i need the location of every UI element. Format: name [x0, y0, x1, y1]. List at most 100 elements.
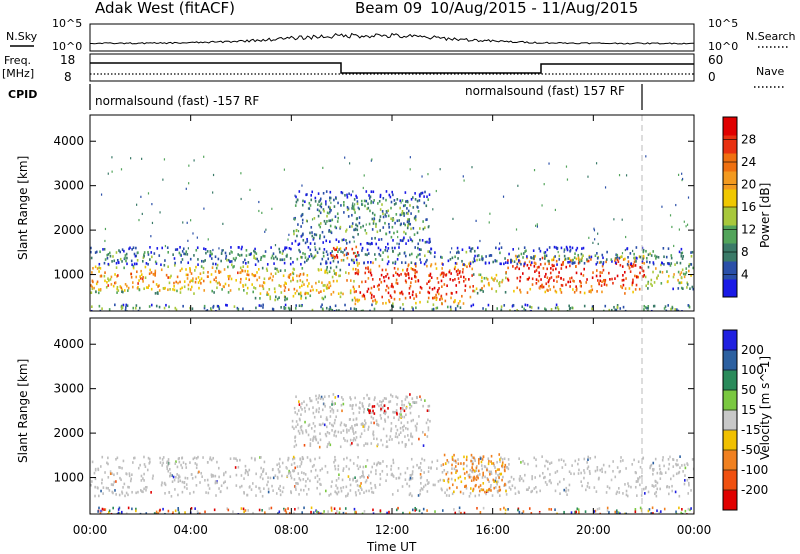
power-cell [428, 237, 431, 241]
velocity-cell [463, 511, 466, 514]
power-cell [282, 249, 284, 253]
velocity-cell [496, 482, 498, 486]
power-cell [274, 272, 277, 275]
velocity-cell [167, 458, 170, 461]
velocity-cell [169, 467, 171, 471]
velocity-cell [323, 395, 326, 399]
power-cell [356, 261, 358, 265]
power-cell [330, 231, 333, 235]
power-cell [121, 290, 123, 294]
power-cell [322, 166, 324, 169]
power-cell [676, 308, 678, 311]
velocity-cell [184, 511, 186, 514]
power-cell [550, 276, 553, 279]
velocity-cell [649, 464, 652, 468]
power-cell [131, 285, 134, 289]
velocity-cell [635, 480, 638, 483]
velocity-cell [117, 511, 120, 514]
power-cell [547, 259, 549, 263]
velocity-cell [571, 464, 573, 467]
velocity-cell [586, 485, 589, 488]
power-cell [424, 226, 426, 230]
power-cell [354, 272, 357, 275]
power-cell [599, 279, 602, 283]
power-cell [419, 258, 422, 261]
power-cell [557, 275, 560, 278]
velocity-cell [521, 512, 524, 514]
power-cell [364, 280, 367, 283]
power-cell [281, 252, 284, 255]
power-cell [240, 253, 243, 257]
power-cell [318, 291, 320, 294]
power-cell [440, 296, 442, 299]
power-cell [364, 271, 367, 275]
velocity-cell [170, 494, 173, 498]
velocity-cell [546, 483, 548, 486]
velocity-cell [472, 487, 475, 491]
power-cell [631, 281, 634, 285]
power-cell [374, 298, 377, 302]
velocity-cell [319, 438, 322, 442]
power-cell [681, 177, 684, 181]
power-cell [385, 198, 387, 202]
power-cell [442, 263, 444, 266]
power-cell [625, 277, 627, 280]
velocity-cell [318, 445, 321, 449]
velocity-cell [209, 457, 211, 461]
velocity-cell [264, 511, 266, 514]
velocity-cell [420, 481, 422, 485]
power-cell [296, 234, 298, 238]
power-cell [499, 251, 501, 255]
power-cell [357, 268, 359, 272]
power-cell [329, 240, 331, 244]
velocity-cell [618, 487, 620, 490]
power-cell [349, 225, 351, 229]
velocity-cell [556, 469, 559, 473]
power-cell [305, 193, 307, 197]
power-cell [635, 260, 637, 263]
power-cell [212, 262, 214, 266]
colorbar-swatch [723, 370, 737, 391]
velocity-cell [370, 421, 373, 425]
velocity-cell [489, 473, 491, 476]
power-cell [292, 294, 295, 298]
velocity-cell [531, 489, 534, 493]
velocity-cell [310, 427, 313, 430]
power-cell [328, 270, 331, 273]
power-cell [284, 281, 286, 285]
velocity-cell [204, 478, 206, 482]
power-cell [132, 246, 135, 250]
power-cell [427, 198, 430, 201]
power-cell [349, 162, 351, 165]
power-cell [309, 289, 312, 293]
power-cell [569, 277, 571, 280]
velocity-cell [411, 435, 414, 439]
power-cell [164, 259, 166, 262]
velocity-cell [317, 401, 319, 404]
power-cell [305, 296, 307, 300]
velocity-cell [356, 484, 359, 487]
power-cell [482, 307, 484, 310]
power-cell [614, 257, 617, 261]
power-cell [514, 309, 516, 311]
power-cell [145, 262, 148, 265]
velocity-cell [182, 461, 185, 464]
velocity-cell [328, 441, 331, 444]
velocity-cell [687, 492, 690, 495]
power-cell [162, 287, 165, 290]
power-cell [652, 261, 655, 264]
power-cell [322, 191, 325, 195]
power-cell [110, 283, 113, 286]
power-cell [287, 306, 290, 310]
velocity-cell [155, 510, 158, 514]
power-cell [296, 198, 299, 202]
power-cell [546, 248, 549, 252]
power-cell [328, 219, 330, 223]
power-cell [143, 251, 146, 254]
power-cell [618, 174, 621, 177]
power-cell [373, 213, 376, 217]
power-cell [348, 263, 350, 266]
power-cell [106, 280, 108, 284]
power-cell [325, 262, 327, 265]
power-cell [591, 307, 593, 311]
